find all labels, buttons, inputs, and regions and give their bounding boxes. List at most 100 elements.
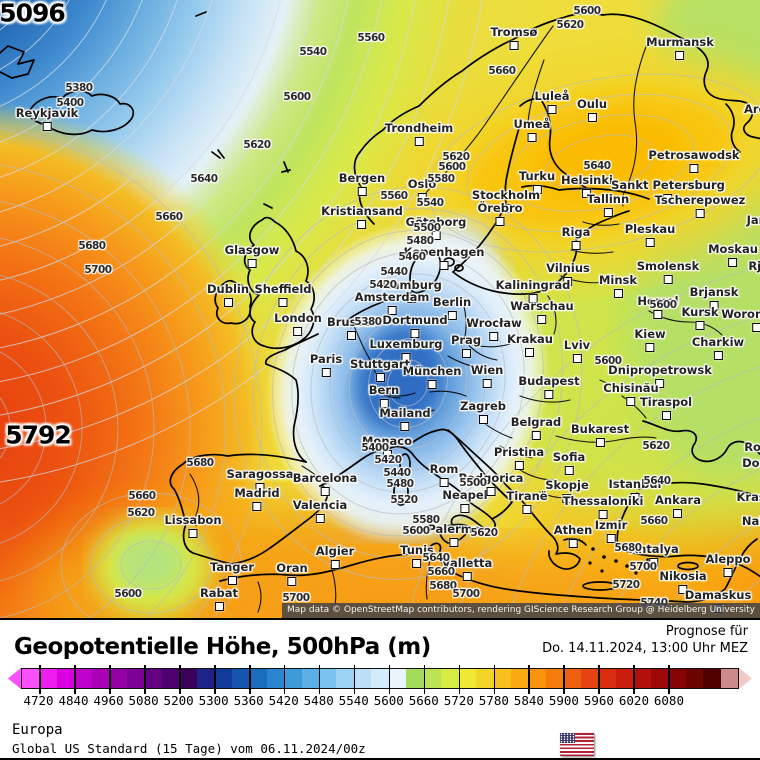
city-label: Luxemburg [369,337,443,351]
city-label: Lviv [563,338,591,352]
legend-tick [318,665,321,694]
city-marker [401,352,411,362]
city-rjasan: Rjasan [748,260,760,284]
city-marker [439,477,449,487]
city-label: Sheffield [254,282,312,296]
city-brjansk: Brjansk [689,285,739,310]
city-marker [321,367,331,377]
extreme-value-label: 5792 [5,420,72,450]
city-label: Charkiw [691,335,745,349]
contour-label: 5660 [155,211,183,223]
contour-label: 5600 [649,299,677,311]
legend-tick-value: 5420 [268,693,299,708]
legend-cell [493,669,512,688]
legend-cell [441,669,459,688]
city-marker [247,258,257,268]
city-label: Stockholm [471,188,541,202]
city-marker [663,274,673,284]
contour-label: 5680 [614,542,642,554]
city-smolensk: Smolensk [637,260,699,284]
contour-label: 5440 [380,266,408,278]
region-label: Europa [12,722,63,738]
city-marker [514,460,524,470]
legend-cell [703,669,721,688]
contour-label: 5620 [556,19,584,31]
city-london: London [274,312,322,336]
city-marker [713,350,723,360]
city-label: Tscherepowez [654,193,746,207]
legend-cell [353,669,372,688]
contour-label: 5640 [643,475,671,487]
city-marker [587,112,597,122]
city-label: Aleppo [705,552,751,566]
city-marker [582,188,592,198]
city-marker [571,240,581,250]
contour-label: 5600 [114,588,142,600]
city-label: Dublin [206,282,250,296]
legend-tick-value: 5540 [338,693,369,708]
city-marker [330,559,340,569]
city-label: Nikosia [659,569,707,583]
city-label: Warschau [510,299,574,313]
legend-tick-value: 6080 [653,693,684,708]
legend-tick-value: 5200 [163,693,194,708]
city-wien: Wien [471,364,503,388]
legend-cell [126,669,145,688]
city-label: Bern [368,383,400,397]
city-label: Rabat [199,586,239,600]
bottom-border [0,758,760,760]
city-marker [547,104,557,114]
contour-label: 5560 [357,32,385,44]
contour-lines-blob [60,492,242,618]
city-label: Wrocław [466,316,522,330]
city-label: Vilnius [546,261,590,275]
legend-color-bar [21,665,739,694]
city-label: Rostow [744,440,760,454]
legend-cell [598,669,616,688]
city-label: Brjansk [689,285,739,299]
city-jaroslawl: Jaroslawl [747,214,760,238]
legend-tick [388,665,391,694]
legend-tick-value: 5720 [443,693,474,708]
city-lissabon: Lissabon [164,513,222,538]
city-wroc-aw: Wrocław [466,316,522,341]
city-marker [709,300,719,310]
city-budapest: Budapest [518,375,580,399]
legend-tick-value: 5960 [583,693,614,708]
city-mailand: Mailand [379,407,431,431]
contour-label: 5600 [573,5,601,17]
city-marker [645,342,655,352]
city-label: Madrid [234,486,280,500]
legend-cell [231,669,250,688]
city-bern: Bern [368,383,400,408]
city-marker [315,513,325,523]
legend-tick [353,665,356,694]
geopotential-map[interactable]: Reykjavik Glasgow Dublin Sheffield London Ber… [0,0,760,620]
map-canvas [0,0,760,618]
city-marker [346,330,356,340]
city-label: Reykjavik [15,106,79,120]
city-label: Turku [518,169,556,183]
contour-label: 5400 [361,442,389,454]
legend-tick-value: 5600 [373,693,404,708]
legend-tick [668,665,670,694]
city-marker [414,136,424,146]
city-lviv: Lviv [563,338,591,363]
city-thessaloniki: Thessaloniki [563,495,643,519]
contour-lines-high [0,128,263,618]
city-label: Lissabon [164,513,222,527]
contour-label: 5540 [299,46,327,58]
city-label: Chisinău [603,381,659,395]
city-kaliningrad: Kaliningrad [496,279,570,303]
legend-cell [22,669,40,688]
city-label: Bergen [338,171,386,185]
city-marker [752,322,760,332]
city-kursk: Kursk [681,306,719,330]
legend-tick-value: 4960 [93,693,124,708]
city-warschau: Warschau [510,299,574,324]
city-pleskau: Pleskau [625,223,675,247]
map-label-layer: Reykjavik Glasgow Dublin Sheffield London Ber… [0,0,760,613]
contour-label: 5560 [380,190,408,202]
city-marker [387,305,397,315]
city-amsterdam: Amsterdam [355,291,429,315]
